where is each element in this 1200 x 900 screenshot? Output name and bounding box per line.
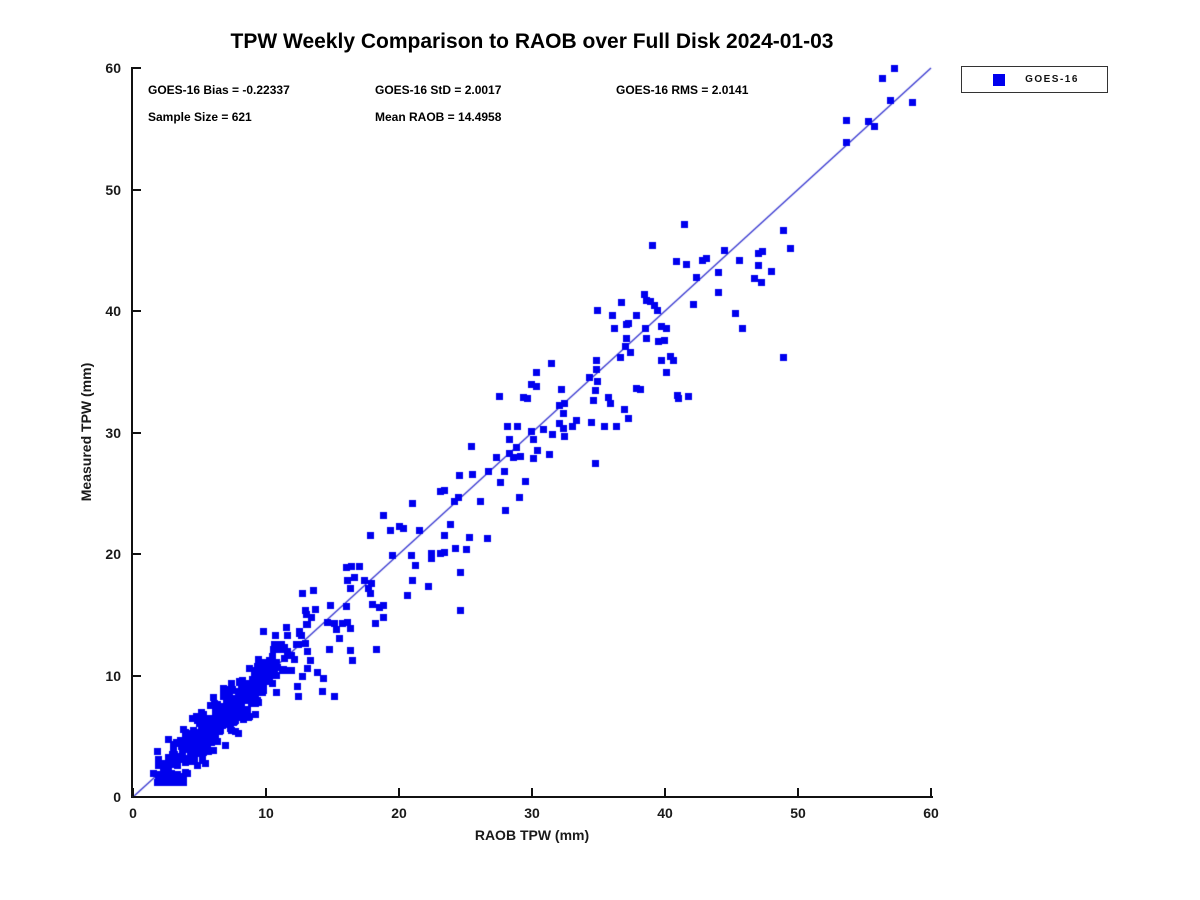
x-tick-label: 60 xyxy=(923,805,939,821)
x-tick xyxy=(398,788,400,796)
y-tick-label: 60 xyxy=(105,60,121,76)
x-tick xyxy=(930,788,932,796)
x-tick-label: 40 xyxy=(657,805,673,821)
y-tick-label: 30 xyxy=(105,424,121,441)
x-tick xyxy=(664,788,666,796)
x-tick xyxy=(531,788,533,796)
y-tick-label: 10 xyxy=(105,667,121,684)
legend-series-label: GOES-16 xyxy=(1025,74,1079,85)
y-tick-label: 50 xyxy=(105,181,121,198)
y-tick xyxy=(133,67,141,69)
x-axis-label: RAOB TPW (mm) xyxy=(474,827,590,843)
x-tick xyxy=(132,788,134,796)
y-tick-label: 20 xyxy=(105,546,121,562)
x-tick-label: 50 xyxy=(790,805,806,821)
y-tick-label: 40 xyxy=(105,303,121,319)
x-tick-label: 20 xyxy=(391,805,407,821)
x-tick-label: 10 xyxy=(258,805,274,821)
y-tick xyxy=(133,310,141,312)
chart-title: TPW Weekly Comparison to RAOB over Full … xyxy=(230,30,834,53)
y-tick xyxy=(133,553,141,555)
legend: GOES-16 xyxy=(961,66,1108,93)
x-tick xyxy=(265,788,267,796)
scatter-plot-canvas xyxy=(125,60,939,805)
y-tick xyxy=(133,674,141,677)
y-axis-label: Measured TPW (mm) xyxy=(78,362,94,502)
y-tick-label: 0 xyxy=(113,789,121,805)
x-tick-label: 0 xyxy=(129,805,137,821)
y-tick xyxy=(133,188,141,191)
y-tick xyxy=(133,796,141,798)
x-tick-label: 30 xyxy=(524,805,540,821)
legend-marker-square xyxy=(993,73,1005,86)
y-tick xyxy=(133,431,141,434)
x-tick xyxy=(797,788,799,796)
